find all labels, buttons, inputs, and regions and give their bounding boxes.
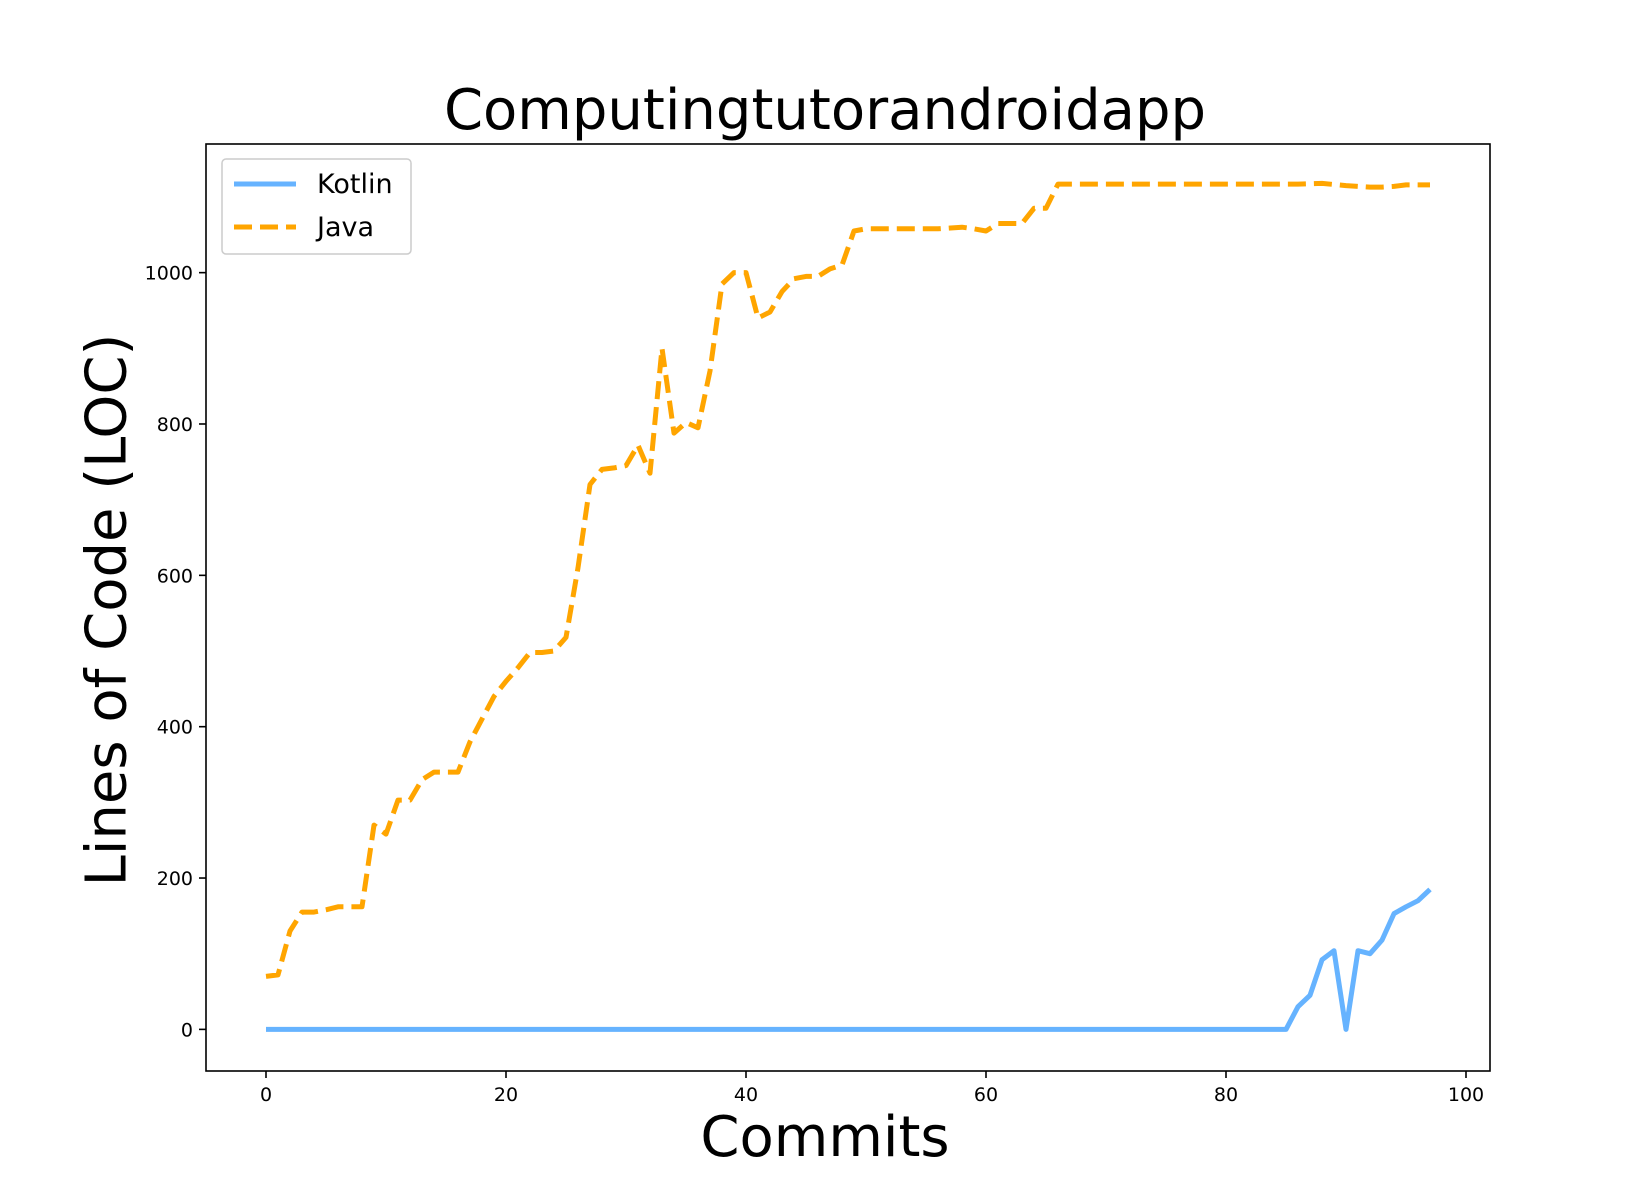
series-line-kotlin bbox=[266, 887, 1432, 1032]
legend-label-java: Java bbox=[315, 212, 374, 243]
x-tick-label: 80 bbox=[1214, 1084, 1238, 1106]
y-tick-label: 200 bbox=[157, 868, 193, 890]
y-tick-label: 600 bbox=[157, 565, 193, 587]
y-tick-label: 0 bbox=[181, 1019, 193, 1041]
series-layer bbox=[265, 180, 1432, 1032]
y-tick-label: 1000 bbox=[145, 263, 193, 285]
y-tick-label: 400 bbox=[157, 717, 193, 739]
chart-title: Computingtutorandroidapp bbox=[443, 78, 1207, 143]
legend: Kotlin Java bbox=[221, 158, 412, 255]
y-axis-label: Lines of Code (LOC) bbox=[74, 333, 140, 887]
plot-area bbox=[205, 143, 1491, 1072]
y-tick-label: 800 bbox=[157, 414, 193, 436]
legend-label-kotlin: Kotlin bbox=[317, 169, 393, 200]
x-axis-label: Commits bbox=[700, 1105, 950, 1170]
series-line-java bbox=[265, 180, 1430, 979]
x-tick-label: 0 bbox=[260, 1084, 272, 1106]
x-tick-label: 60 bbox=[974, 1084, 998, 1106]
x-tick-label: 40 bbox=[734, 1084, 758, 1106]
x-tick-label: 100 bbox=[1448, 1084, 1484, 1106]
x-tick-label: 20 bbox=[494, 1084, 518, 1106]
